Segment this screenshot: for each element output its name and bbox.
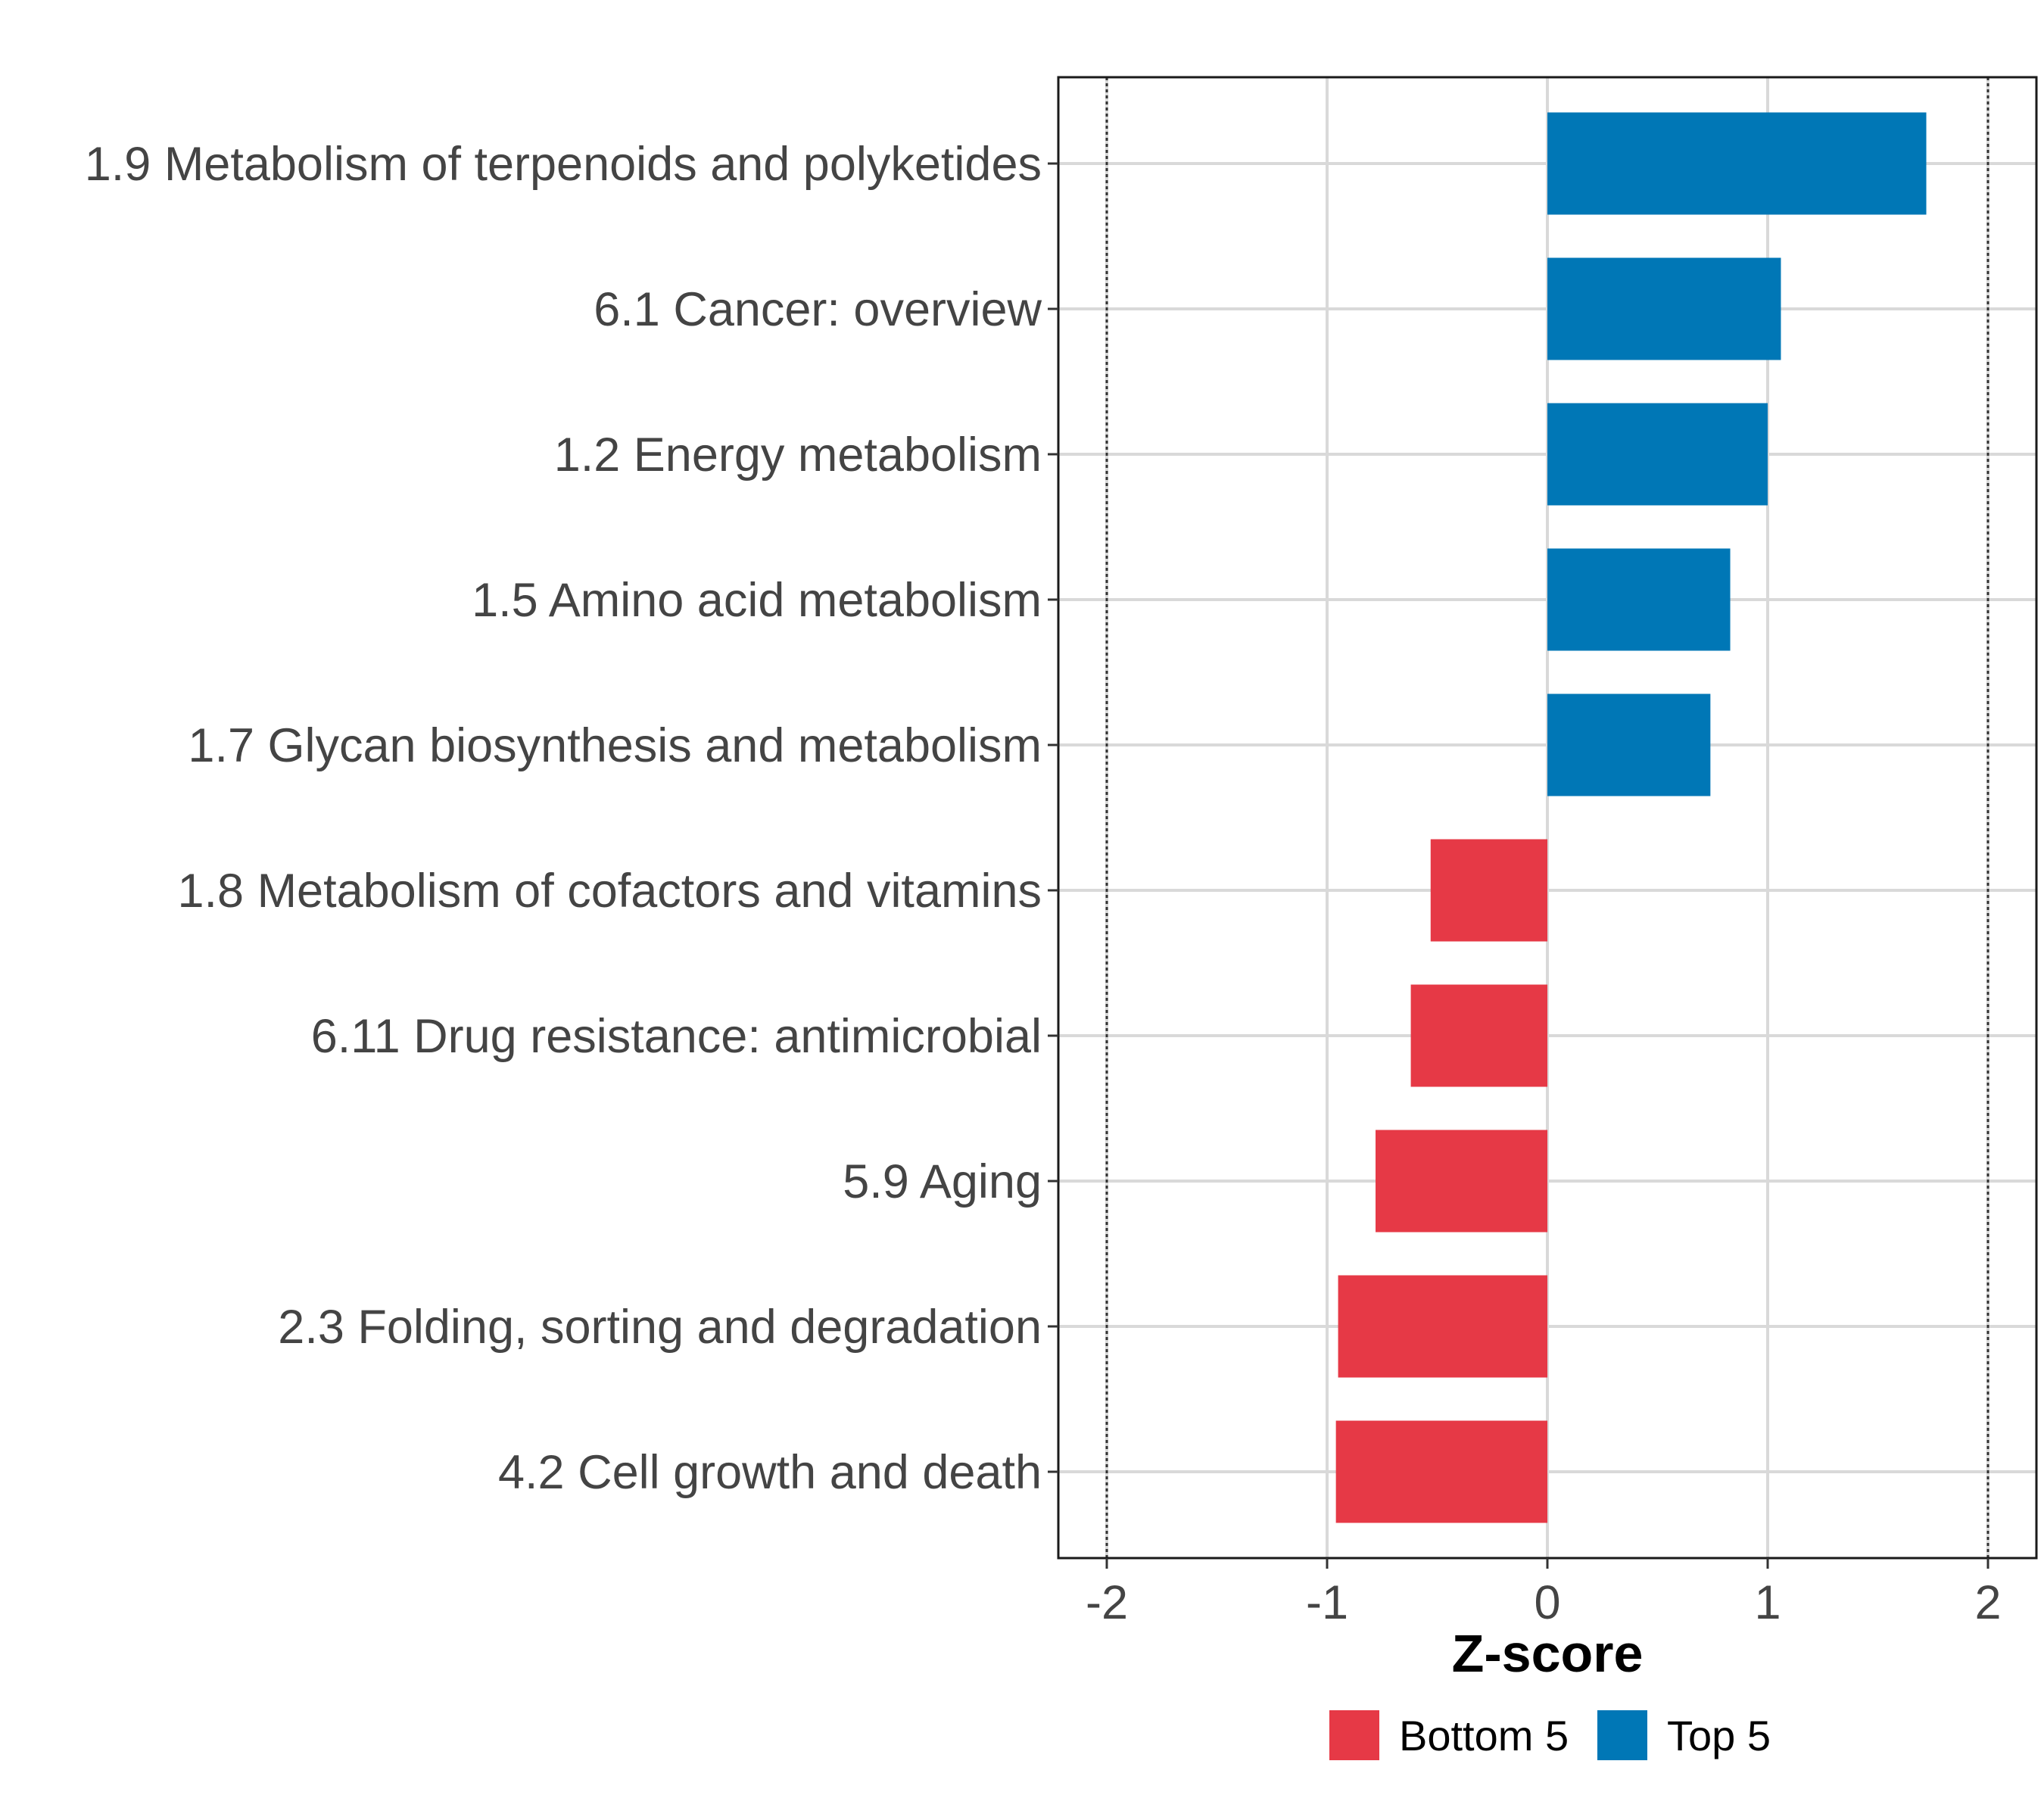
bar [1430, 839, 1547, 942]
x-tick-label: -1 [1306, 1576, 1348, 1629]
reference-lines [1105, 77, 1989, 1558]
bar [1547, 257, 1781, 360]
x-tick-label: 2 [1974, 1576, 2001, 1629]
legend: Bottom 5 Top 5 [1329, 1710, 1771, 1760]
y-tick-label: 1.9 Metabolism of terpenoids and polyket… [85, 138, 1042, 191]
legend-swatch [1329, 1710, 1379, 1760]
y-tick-label: 4.2 Cell growth and death [498, 1446, 1042, 1499]
x-tick-label: 0 [1534, 1576, 1560, 1629]
legend-swatch [1597, 1710, 1647, 1760]
bars [1335, 112, 1927, 1523]
bar [1547, 112, 1927, 215]
x-axis-title: Z-score [1452, 1624, 1644, 1683]
bar [1376, 1130, 1547, 1233]
bar [1338, 1275, 1547, 1378]
bar [1410, 984, 1547, 1087]
y-tick-label: 6.11 Drug resistance: antimicrobial [311, 1010, 1042, 1063]
y-tick-label: 1.2 Energy metabolism [554, 429, 1042, 482]
y-tick-label: 1.8 Metabolism of cofactors and vitamins [177, 865, 1042, 918]
bar [1547, 693, 1711, 796]
bar [1547, 548, 1731, 651]
legend-label: Top 5 [1667, 1712, 1771, 1759]
x-tick-label: 1 [1754, 1576, 1781, 1629]
y-tick-label: 6.1 Cancer: overview [594, 283, 1042, 336]
y-axis-ticks: 1.9 Metabolism of terpenoids and polyket… [85, 138, 1058, 1499]
y-tick-label: 1.5 Amino acid metabolism [472, 574, 1042, 627]
y-tick-label: 1.7 Glycan biosynthesis and metabolism [188, 719, 1042, 772]
legend-label: Bottom 5 [1399, 1712, 1569, 1759]
y-tick-label: 5.9 Aging [843, 1155, 1042, 1208]
bar [1335, 1420, 1547, 1523]
x-axis-ticks: -2 -1 0 1 2 [1086, 1558, 2002, 1629]
bar [1547, 403, 1768, 506]
y-tick-label: 2.3 Folding, sorting and degradation [278, 1301, 1042, 1354]
x-tick-label: -2 [1086, 1576, 1128, 1629]
